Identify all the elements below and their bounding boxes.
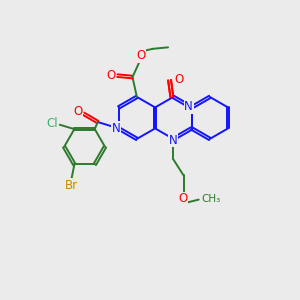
Text: O: O [136, 49, 146, 62]
Text: O: O [106, 69, 116, 82]
Text: N: N [112, 122, 121, 135]
Text: CH₃: CH₃ [201, 194, 220, 204]
Text: Cl: Cl [46, 117, 58, 130]
Text: O: O [73, 105, 83, 118]
Text: O: O [178, 192, 188, 205]
Text: N: N [184, 100, 193, 113]
Text: N: N [169, 134, 178, 147]
Text: O: O [175, 74, 184, 86]
Text: Br: Br [65, 179, 78, 192]
